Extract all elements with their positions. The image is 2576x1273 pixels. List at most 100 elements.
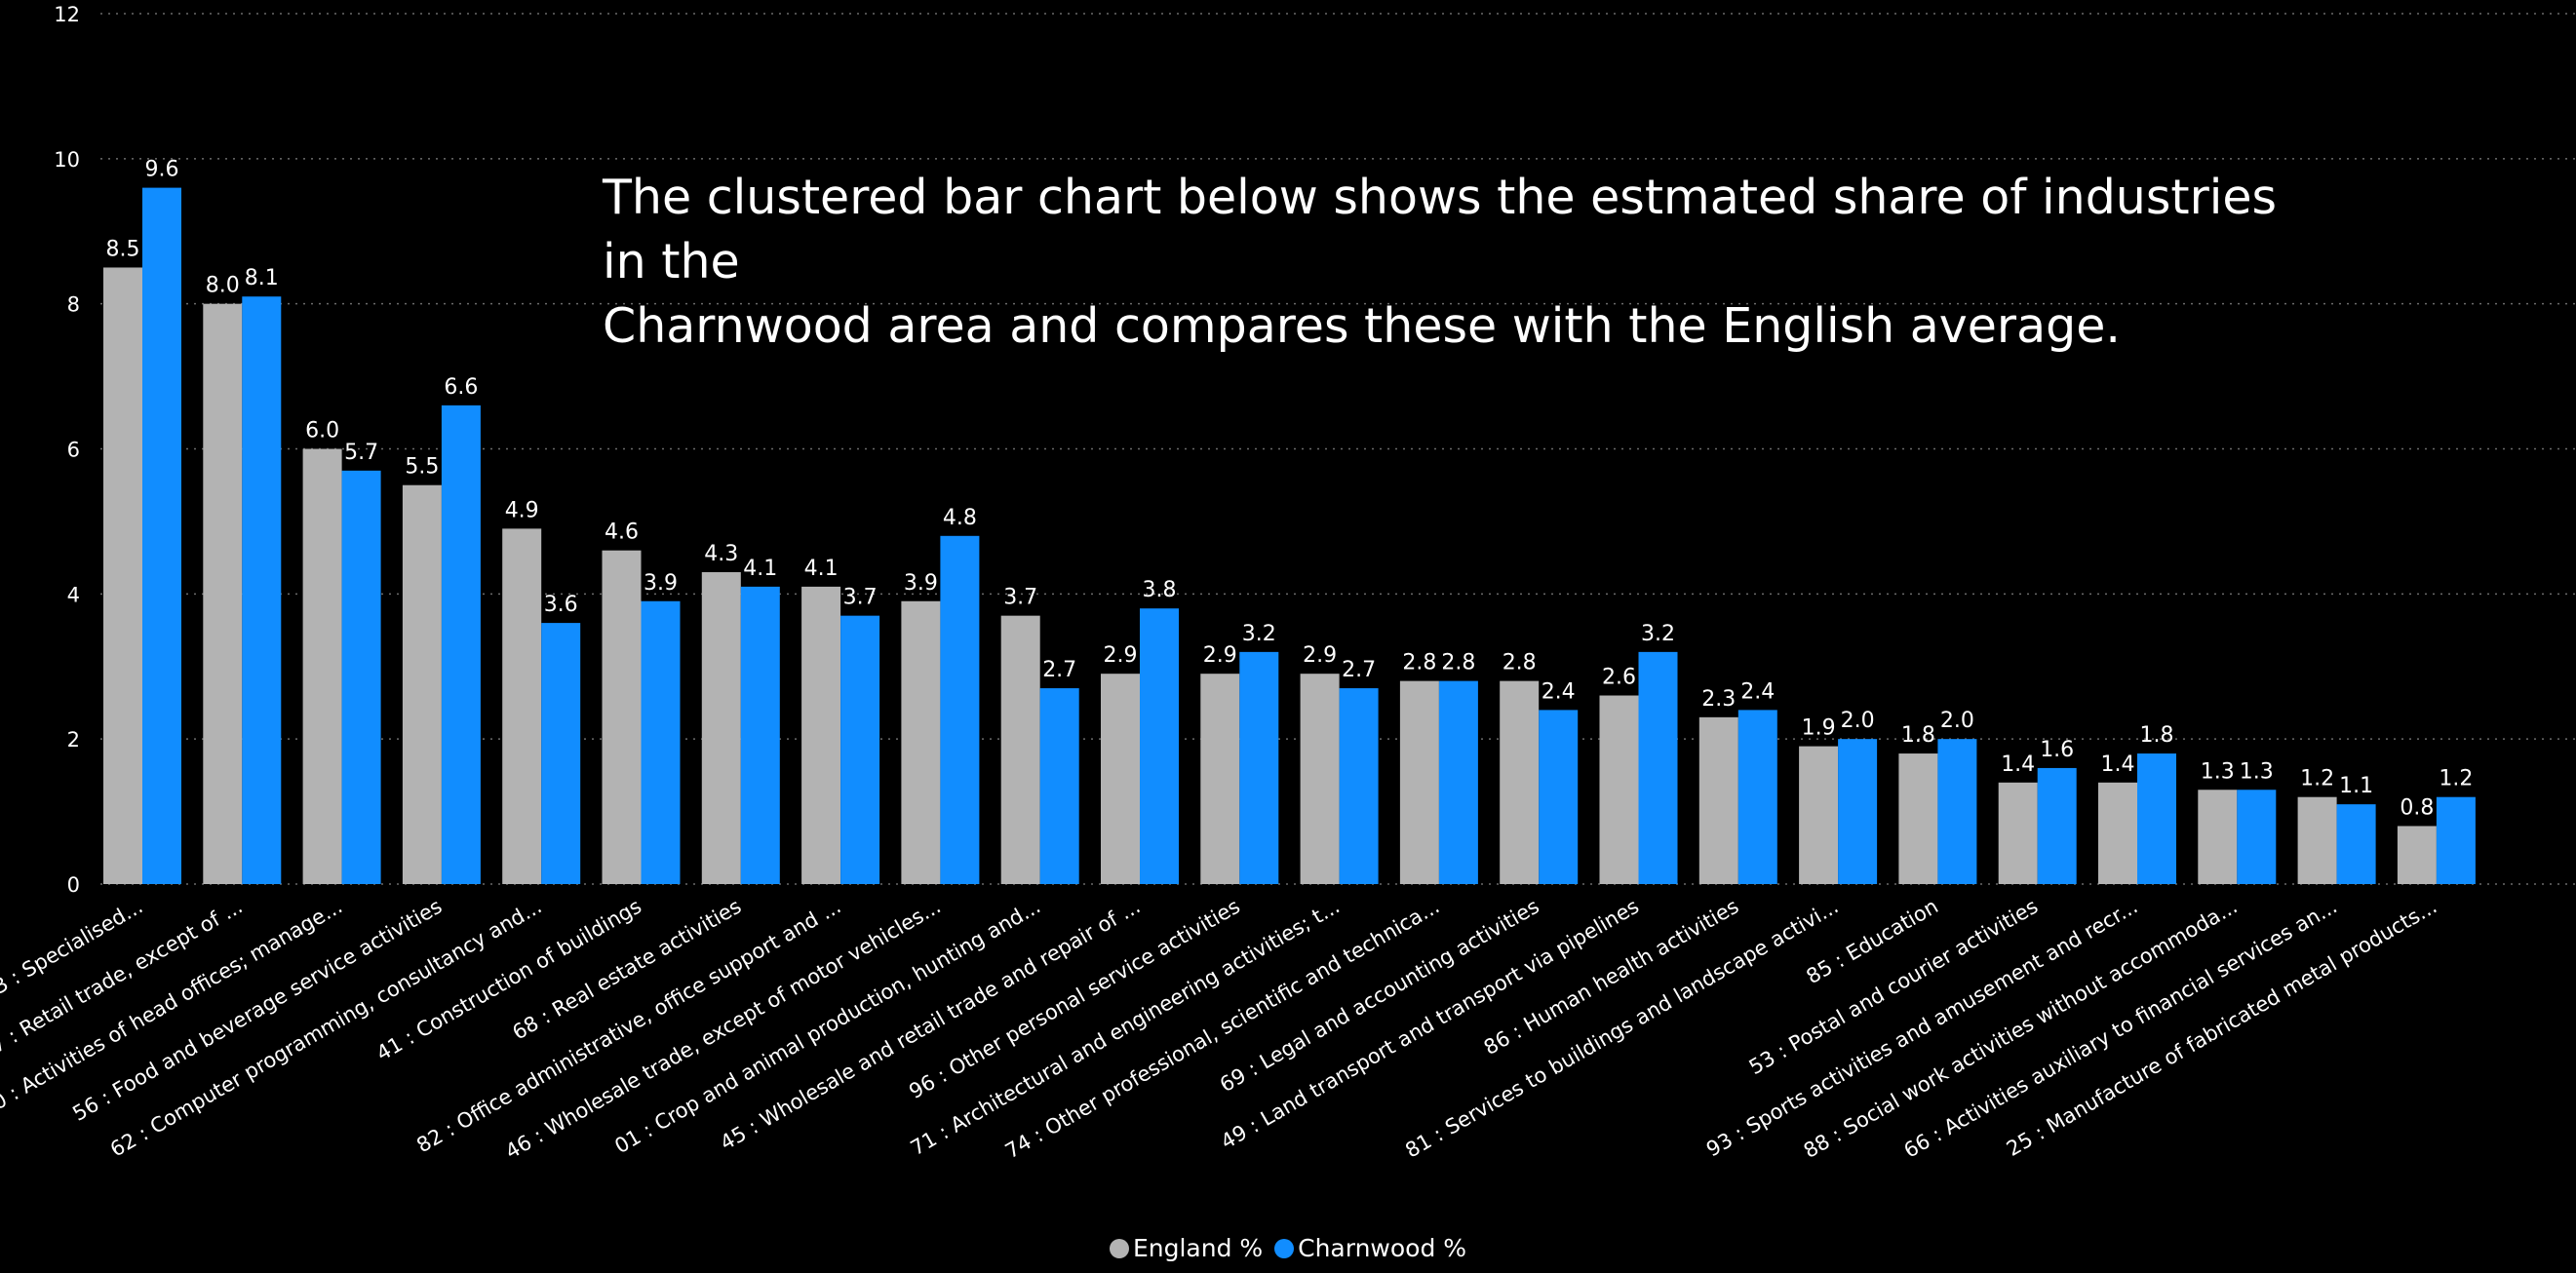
bar-charnwood[interactable] <box>142 187 181 885</box>
bar-charnwood[interactable] <box>1838 739 1878 884</box>
bar-england[interactable] <box>1200 674 1240 884</box>
category-labels: 43 : Specialised...47 : Retail trade, ex… <box>0 895 2440 1164</box>
category-label: 56 : Food and beverage service activitie… <box>68 895 446 1126</box>
value-label-charnwood: 3.2 <box>1641 622 1675 646</box>
bar-charnwood[interactable] <box>2237 790 2277 884</box>
value-label-charnwood: 3.8 <box>1143 578 1177 602</box>
bar-england[interactable] <box>1799 746 1839 884</box>
value-label-england: 2.9 <box>1303 643 1337 668</box>
value-label-england: 3.7 <box>1003 586 1037 610</box>
bar-charnwood[interactable] <box>740 586 780 884</box>
bar-england[interactable] <box>1698 716 1738 884</box>
bar-charnwood[interactable] <box>2336 804 2376 884</box>
value-label-charnwood: 4.1 <box>743 557 777 581</box>
bar-england[interactable] <box>2098 782 2137 884</box>
bar-charnwood[interactable] <box>1339 688 1379 884</box>
bar-charnwood[interactable] <box>1140 608 1179 884</box>
bar-england[interactable] <box>2198 790 2238 884</box>
value-label-england: 1.4 <box>2001 752 2035 777</box>
value-label-charnwood: 3.7 <box>843 586 878 610</box>
bar-england[interactable] <box>1300 674 1340 884</box>
value-label-charnwood: 1.1 <box>2339 774 2373 798</box>
y-tick-label: 6 <box>67 439 80 462</box>
value-label-charnwood: 2.7 <box>1342 658 1376 682</box>
value-label-charnwood: 1.6 <box>2040 738 2074 762</box>
bar-england[interactable] <box>1599 695 1639 884</box>
bar-england[interactable] <box>602 550 642 884</box>
value-label-charnwood: 2.0 <box>1841 709 1875 733</box>
value-label-england: 2.3 <box>1701 687 1736 712</box>
bar-charnwood[interactable] <box>341 470 381 884</box>
bar-charnwood[interactable] <box>1937 739 1977 884</box>
bar-england[interactable] <box>402 484 442 884</box>
value-label-england: 3.9 <box>904 571 938 596</box>
bar-england[interactable] <box>203 303 243 885</box>
bar-charnwood[interactable] <box>2436 796 2476 884</box>
value-label-england: 8.5 <box>106 237 140 261</box>
value-label-england: 5.5 <box>405 455 439 480</box>
y-tick-label: 12 <box>54 3 80 26</box>
bar-england[interactable] <box>901 600 941 884</box>
bar-england[interactable] <box>1500 680 1540 884</box>
bar-england[interactable] <box>2397 826 2437 884</box>
value-label-england: 6.0 <box>305 419 339 444</box>
bar-charnwood[interactable] <box>2037 767 2077 884</box>
y-tick-label: 4 <box>67 583 80 606</box>
value-label-charnwood: 9.6 <box>145 158 179 182</box>
bar-charnwood[interactable] <box>1239 651 1279 884</box>
chart-annotation: The clustered bar chart below shows the … <box>603 166 2319 359</box>
value-label-england: 4.3 <box>704 542 738 566</box>
bar-charnwood[interactable] <box>1438 680 1478 884</box>
bars <box>103 187 2476 885</box>
bar-charnwood[interactable] <box>940 535 980 884</box>
value-label-england: 1.8 <box>1901 723 1935 748</box>
bar-charnwood[interactable] <box>840 615 880 884</box>
bar-charnwood[interactable] <box>1737 710 1777 884</box>
bar-england[interactable] <box>1000 615 1040 884</box>
y-axis-ticks: 0 2 4 6 8 10 12 <box>54 3 80 897</box>
value-label-charnwood: 6.6 <box>444 375 478 400</box>
legend-dot-england-icon <box>1109 1238 1129 1258</box>
bar-england[interactable] <box>103 267 142 884</box>
bar-england[interactable] <box>2297 796 2337 884</box>
bar-charnwood[interactable] <box>441 405 481 884</box>
bar-charnwood[interactable] <box>2137 753 2176 884</box>
legend-item-charnwood[interactable]: Charnwood % <box>1274 1234 1466 1262</box>
bar-england[interactable] <box>302 448 342 885</box>
value-label-england: 2.9 <box>1104 643 1138 668</box>
value-label-charnwood: 1.8 <box>2140 723 2174 748</box>
bar-england[interactable] <box>1101 674 1140 884</box>
y-tick-label: 2 <box>67 728 80 752</box>
y-tick-label: 0 <box>67 873 80 897</box>
value-label-england: 1.4 <box>2101 752 2135 777</box>
legend-item-england[interactable]: England % <box>1109 1234 1264 1262</box>
value-label-england: 1.9 <box>1802 716 1836 741</box>
bar-england[interactable] <box>502 528 542 884</box>
bar-england[interactable] <box>1898 753 1938 884</box>
value-label-charnwood: 2.0 <box>1940 709 1974 733</box>
bar-charnwood[interactable] <box>1039 688 1079 884</box>
value-label-england: 4.6 <box>605 521 639 545</box>
value-label-charnwood: 5.7 <box>344 441 378 465</box>
bar-charnwood[interactable] <box>1539 710 1579 884</box>
bar-england[interactable] <box>701 572 741 884</box>
legend-label-charnwood: Charnwood % <box>1298 1234 1467 1262</box>
bar-england[interactable] <box>1998 782 2038 884</box>
value-label-charnwood: 4.8 <box>943 506 977 530</box>
bar-charnwood[interactable] <box>641 600 681 884</box>
legend-label-england: England % <box>1132 1234 1264 1262</box>
value-label-charnwood: 8.1 <box>245 266 279 290</box>
bar-charnwood[interactable] <box>1638 651 1678 884</box>
bar-charnwood[interactable] <box>242 296 282 885</box>
y-tick-label: 10 <box>54 148 80 172</box>
value-label-charnwood: 2.4 <box>1740 679 1775 704</box>
value-label-charnwood: 2.4 <box>1542 679 1576 704</box>
y-tick-label: 8 <box>67 293 80 317</box>
value-label-england: 4.9 <box>505 498 539 522</box>
bar-charnwood[interactable] <box>541 623 581 884</box>
value-label-charnwood: 2.7 <box>1042 658 1076 682</box>
value-label-charnwood: 3.9 <box>644 571 678 596</box>
bar-england[interactable] <box>801 586 841 884</box>
bar-england[interactable] <box>1399 680 1439 884</box>
